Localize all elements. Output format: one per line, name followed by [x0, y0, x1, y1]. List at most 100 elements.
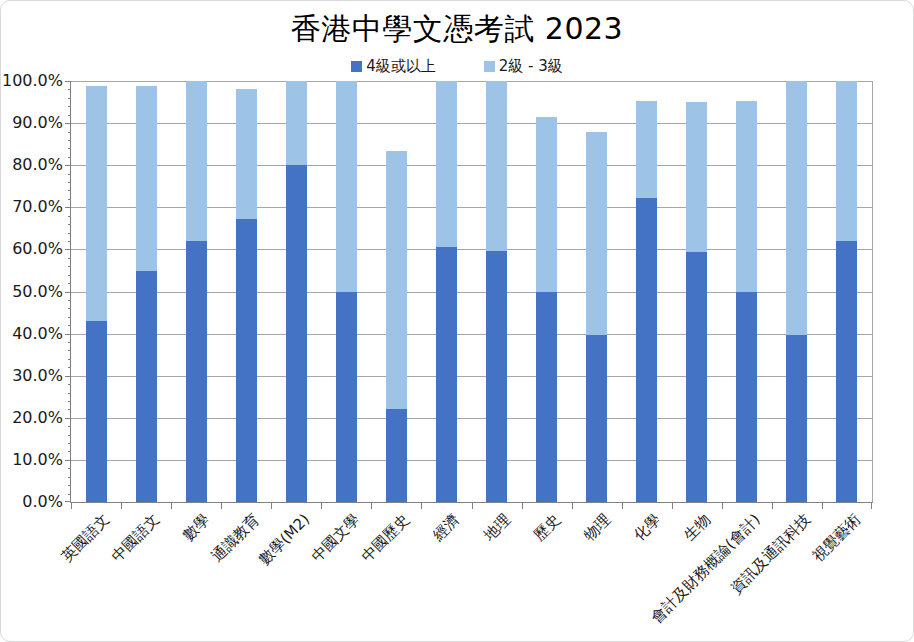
y-minor-tick — [68, 148, 71, 149]
bar-segment-level4-or-above — [236, 219, 257, 502]
bar-group — [586, 81, 607, 502]
bar-segment-level2-3 — [386, 151, 407, 409]
x-axis-tick — [421, 503, 422, 509]
bar-group — [386, 81, 407, 502]
bar-segment-level2-3 — [86, 86, 107, 321]
y-minor-tick — [68, 224, 71, 225]
y-tick-label: 50.0% — [1, 283, 63, 301]
x-category-label: 數學 — [180, 511, 213, 544]
y-minor-tick — [68, 485, 71, 486]
bar-segment-level4-or-above — [86, 321, 107, 502]
x-axis-tick — [722, 503, 723, 509]
bar-segment-level2-3 — [436, 81, 457, 247]
y-minor-tick — [68, 494, 71, 495]
bar-segment-level4-or-above — [686, 252, 707, 502]
y-minor-tick — [68, 216, 71, 217]
y-minor-tick — [68, 317, 71, 318]
bar-segment-level4-or-above — [836, 241, 857, 502]
bar-segment-level2-3 — [186, 81, 207, 241]
y-tick-label: 10.0% — [1, 451, 63, 469]
y-minor-tick — [68, 468, 71, 469]
bar-group — [286, 81, 307, 502]
bar-segment-level4-or-above — [436, 247, 457, 502]
x-category-label: 中國語文 — [109, 511, 163, 565]
x-axis-tick — [822, 503, 823, 509]
y-minor-tick — [68, 266, 71, 267]
x-category-label: 經濟 — [430, 511, 463, 544]
bar-group — [736, 81, 757, 502]
x-category-label: 物理 — [580, 511, 613, 544]
y-minor-tick — [68, 106, 71, 107]
chart-canvas: 香港中學文憑考試 2023 4級或以上 2級 - 3級 0.0%10.0%20.… — [0, 0, 914, 642]
y-minor-tick — [68, 409, 71, 410]
y-minor-tick — [68, 384, 71, 385]
x-category-label: 歷史 — [530, 511, 563, 544]
y-minor-tick — [68, 275, 71, 276]
x-axis-tick — [522, 503, 523, 509]
y-major-tick — [65, 501, 71, 502]
bar-segment-level4-or-above — [486, 251, 507, 502]
bar-group — [186, 81, 207, 502]
x-axis-tick — [772, 503, 773, 509]
y-major-tick — [65, 334, 71, 335]
y-minor-tick — [68, 233, 71, 234]
y-minor-tick — [68, 350, 71, 351]
bar-group — [686, 81, 707, 502]
bar-segment-level4-or-above — [536, 292, 557, 502]
y-minor-tick — [68, 89, 71, 90]
x-axis-tick — [71, 503, 72, 509]
y-minor-tick — [68, 98, 71, 99]
y-tick-label: 90.0% — [1, 114, 63, 132]
bar-segment-level4-or-above — [286, 165, 307, 502]
y-minor-tick — [68, 182, 71, 183]
bar-group — [536, 81, 557, 502]
y-minor-tick — [68, 241, 71, 242]
bar-segment-level4-or-above — [736, 292, 757, 502]
y-tick-label: 80.0% — [1, 156, 63, 174]
y-minor-tick — [68, 157, 71, 158]
y-minor-tick — [68, 435, 71, 436]
bar-group — [336, 81, 357, 502]
bar-segment-level2-3 — [236, 89, 257, 218]
bar-segment-level2-3 — [286, 81, 307, 165]
bar-segment-level4-or-above — [786, 335, 807, 502]
bar-segment-level2-3 — [136, 86, 157, 272]
x-axis-tick — [271, 503, 272, 509]
y-minor-tick — [68, 190, 71, 191]
y-minor-tick — [68, 367, 71, 368]
bar-segment-level2-3 — [836, 81, 857, 241]
x-category-label: 生物 — [681, 511, 714, 544]
x-axis-tick — [121, 503, 122, 509]
bar-group — [436, 81, 457, 502]
legend-label-level2-3: 2級 - 3級 — [499, 57, 563, 76]
chart-title: 香港中學文憑考試 2023 — [1, 9, 913, 50]
legend-swatch-dark-blue — [351, 61, 362, 72]
plot-area — [70, 81, 873, 503]
bar-group — [486, 81, 507, 502]
y-major-tick — [65, 376, 71, 377]
y-tick-label: 100.0% — [1, 72, 63, 90]
y-minor-tick — [68, 342, 71, 343]
bar-group — [786, 81, 807, 502]
y-minor-tick — [68, 477, 71, 478]
x-category-label: 化學 — [631, 511, 664, 544]
legend: 4級或以上 2級 - 3級 — [1, 57, 913, 76]
y-minor-tick — [68, 359, 71, 360]
x-axis-tick — [472, 503, 473, 509]
y-minor-tick — [68, 258, 71, 259]
y-minor-tick — [68, 300, 71, 301]
x-axis-tick — [871, 503, 872, 509]
x-category-label: 中國文學 — [309, 511, 363, 565]
y-major-tick — [65, 165, 71, 166]
x-axis-tick — [371, 503, 372, 509]
y-tick-label: 60.0% — [1, 240, 63, 258]
bar-segment-level4-or-above — [336, 292, 357, 502]
y-major-tick — [65, 460, 71, 461]
x-axis-tick — [221, 503, 222, 509]
x-category-label: 英國語文 — [59, 511, 113, 565]
y-minor-tick — [68, 115, 71, 116]
y-tick-label: 20.0% — [1, 409, 63, 427]
y-major-tick — [65, 81, 71, 82]
x-axis-tick — [572, 503, 573, 509]
y-minor-tick — [68, 325, 71, 326]
